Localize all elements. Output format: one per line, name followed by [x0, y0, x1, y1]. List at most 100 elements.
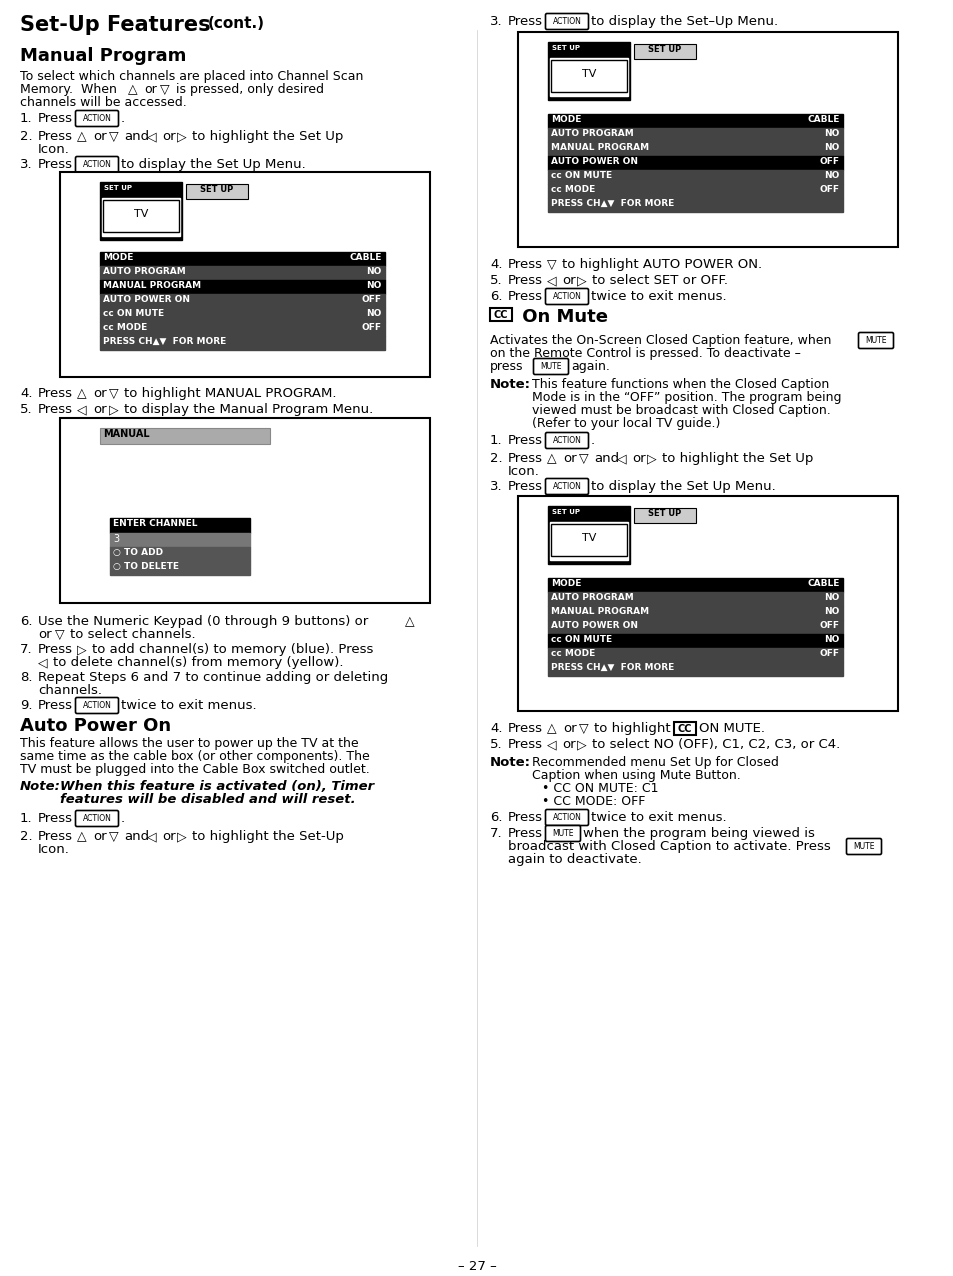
- Text: Press: Press: [507, 827, 542, 840]
- Bar: [517, 496, 897, 711]
- Bar: [60, 172, 430, 376]
- Bar: [100, 251, 385, 265]
- Text: AUTO PROGRAM: AUTO PROGRAM: [551, 129, 633, 138]
- Text: Press: Press: [507, 258, 542, 271]
- Text: ACTION: ACTION: [552, 813, 580, 822]
- Text: NO: NO: [823, 635, 840, 644]
- Text: Press: Press: [38, 112, 73, 125]
- Text: and: and: [124, 130, 149, 143]
- Text: same time as the cable box (or other components). The: same time as the cable box (or other com…: [20, 750, 370, 763]
- Text: ACTION: ACTION: [552, 292, 580, 301]
- Text: to highlight the Set-Up: to highlight the Set-Up: [192, 829, 343, 843]
- Bar: [110, 518, 250, 533]
- Text: ○ TO DELETE: ○ TO DELETE: [112, 561, 179, 570]
- Text: cc ON MUTE: cc ON MUTE: [551, 635, 612, 644]
- Text: 1.: 1.: [20, 812, 32, 826]
- Text: 2.: 2.: [20, 829, 32, 843]
- Text: SET UP: SET UP: [648, 509, 680, 518]
- Bar: [551, 60, 626, 92]
- Text: SET UP: SET UP: [552, 45, 579, 51]
- Text: channels.: channels.: [38, 684, 102, 697]
- Text: features will be disabled and will reset.: features will be disabled and will reset…: [60, 792, 355, 806]
- Text: or: or: [562, 452, 576, 464]
- Text: OFF: OFF: [820, 157, 840, 166]
- Text: cc MODE: cc MODE: [551, 185, 595, 194]
- Text: CABLE: CABLE: [349, 253, 381, 262]
- Text: ▷: ▷: [77, 643, 87, 656]
- Bar: [547, 198, 842, 212]
- Bar: [634, 508, 696, 523]
- Bar: [547, 662, 842, 676]
- Text: SET UP: SET UP: [104, 185, 132, 191]
- Bar: [110, 547, 250, 561]
- FancyBboxPatch shape: [75, 698, 118, 713]
- Text: Caption when using Mute Button.: Caption when using Mute Button.: [532, 769, 740, 782]
- Text: or: or: [562, 722, 576, 735]
- Text: Mode is in the “OFF” position. The program being: Mode is in the “OFF” position. The progr…: [532, 390, 841, 404]
- Text: or: or: [561, 274, 575, 287]
- Text: twice to exit menus.: twice to exit menus.: [590, 812, 726, 824]
- Text: TV: TV: [133, 209, 148, 219]
- Bar: [100, 265, 385, 279]
- Text: ▽: ▽: [109, 387, 118, 399]
- Text: ◁: ◁: [38, 656, 48, 669]
- Bar: [547, 606, 842, 620]
- Text: ◁: ◁: [546, 738, 556, 752]
- Text: ▽: ▽: [578, 452, 588, 464]
- Text: To select which channels are placed into Channel Scan: To select which channels are placed into…: [20, 70, 363, 83]
- Bar: [547, 620, 842, 634]
- FancyBboxPatch shape: [858, 333, 893, 348]
- Text: when the program being viewed is: when the program being viewed is: [582, 827, 814, 840]
- Text: Press: Press: [38, 403, 73, 416]
- Text: to add channel(s) to memory (blue). Press: to add channel(s) to memory (blue). Pres…: [91, 643, 373, 656]
- Text: Press: Press: [38, 812, 73, 826]
- FancyBboxPatch shape: [545, 433, 588, 448]
- Bar: [60, 419, 430, 604]
- Text: NO: NO: [823, 607, 840, 616]
- Bar: [547, 128, 842, 142]
- Text: CABLE: CABLE: [807, 115, 840, 124]
- Text: to highlight the Set Up: to highlight the Set Up: [192, 130, 343, 143]
- Bar: [547, 156, 842, 170]
- Text: or: or: [92, 387, 107, 399]
- Bar: [547, 592, 842, 606]
- Text: ▷: ▷: [177, 829, 187, 843]
- Text: ENTER CHANNEL: ENTER CHANNEL: [112, 519, 197, 528]
- Text: Note:: Note:: [20, 780, 61, 792]
- Text: • CC MODE: OFF: • CC MODE: OFF: [541, 795, 644, 808]
- Text: ACTION: ACTION: [83, 160, 112, 168]
- Text: △: △: [405, 615, 415, 628]
- Text: 2.: 2.: [490, 452, 502, 464]
- Text: ▽: ▽: [160, 83, 170, 96]
- Text: Press: Press: [38, 699, 73, 712]
- Text: NO: NO: [366, 267, 381, 276]
- Text: NO: NO: [823, 171, 840, 180]
- Text: CABLE: CABLE: [807, 579, 840, 588]
- Text: Manual Program: Manual Program: [20, 47, 186, 65]
- Text: (cont.): (cont.): [208, 17, 265, 31]
- Bar: [100, 182, 182, 240]
- Text: SET UP: SET UP: [200, 185, 233, 194]
- FancyBboxPatch shape: [75, 810, 118, 827]
- Text: or: or: [92, 130, 107, 143]
- Text: ▷: ▷: [577, 274, 586, 287]
- Text: • CC ON MUTE: C1: • CC ON MUTE: C1: [541, 782, 658, 795]
- Text: and: and: [124, 829, 149, 843]
- Bar: [547, 42, 629, 100]
- Text: .: .: [590, 434, 595, 447]
- Text: △: △: [546, 722, 556, 735]
- Text: to highlight MANUAL PROGRAM.: to highlight MANUAL PROGRAM.: [124, 387, 336, 399]
- Text: MANUAL PROGRAM: MANUAL PROGRAM: [551, 607, 648, 616]
- Text: NO: NO: [823, 129, 840, 138]
- Bar: [547, 507, 629, 564]
- Text: ◁: ◁: [147, 130, 156, 143]
- Text: TV must be plugged into the Cable Box switched outlet.: TV must be plugged into the Cable Box sw…: [20, 763, 370, 776]
- Text: to highlight the Set Up: to highlight the Set Up: [661, 452, 813, 464]
- Bar: [100, 336, 385, 350]
- Text: ▷: ▷: [177, 130, 187, 143]
- Text: MODE: MODE: [551, 579, 580, 588]
- Bar: [100, 308, 385, 322]
- Text: Recommended menu Set Up for Closed: Recommended menu Set Up for Closed: [532, 755, 778, 769]
- Text: Icon.: Icon.: [38, 143, 70, 156]
- Text: 3: 3: [112, 533, 119, 544]
